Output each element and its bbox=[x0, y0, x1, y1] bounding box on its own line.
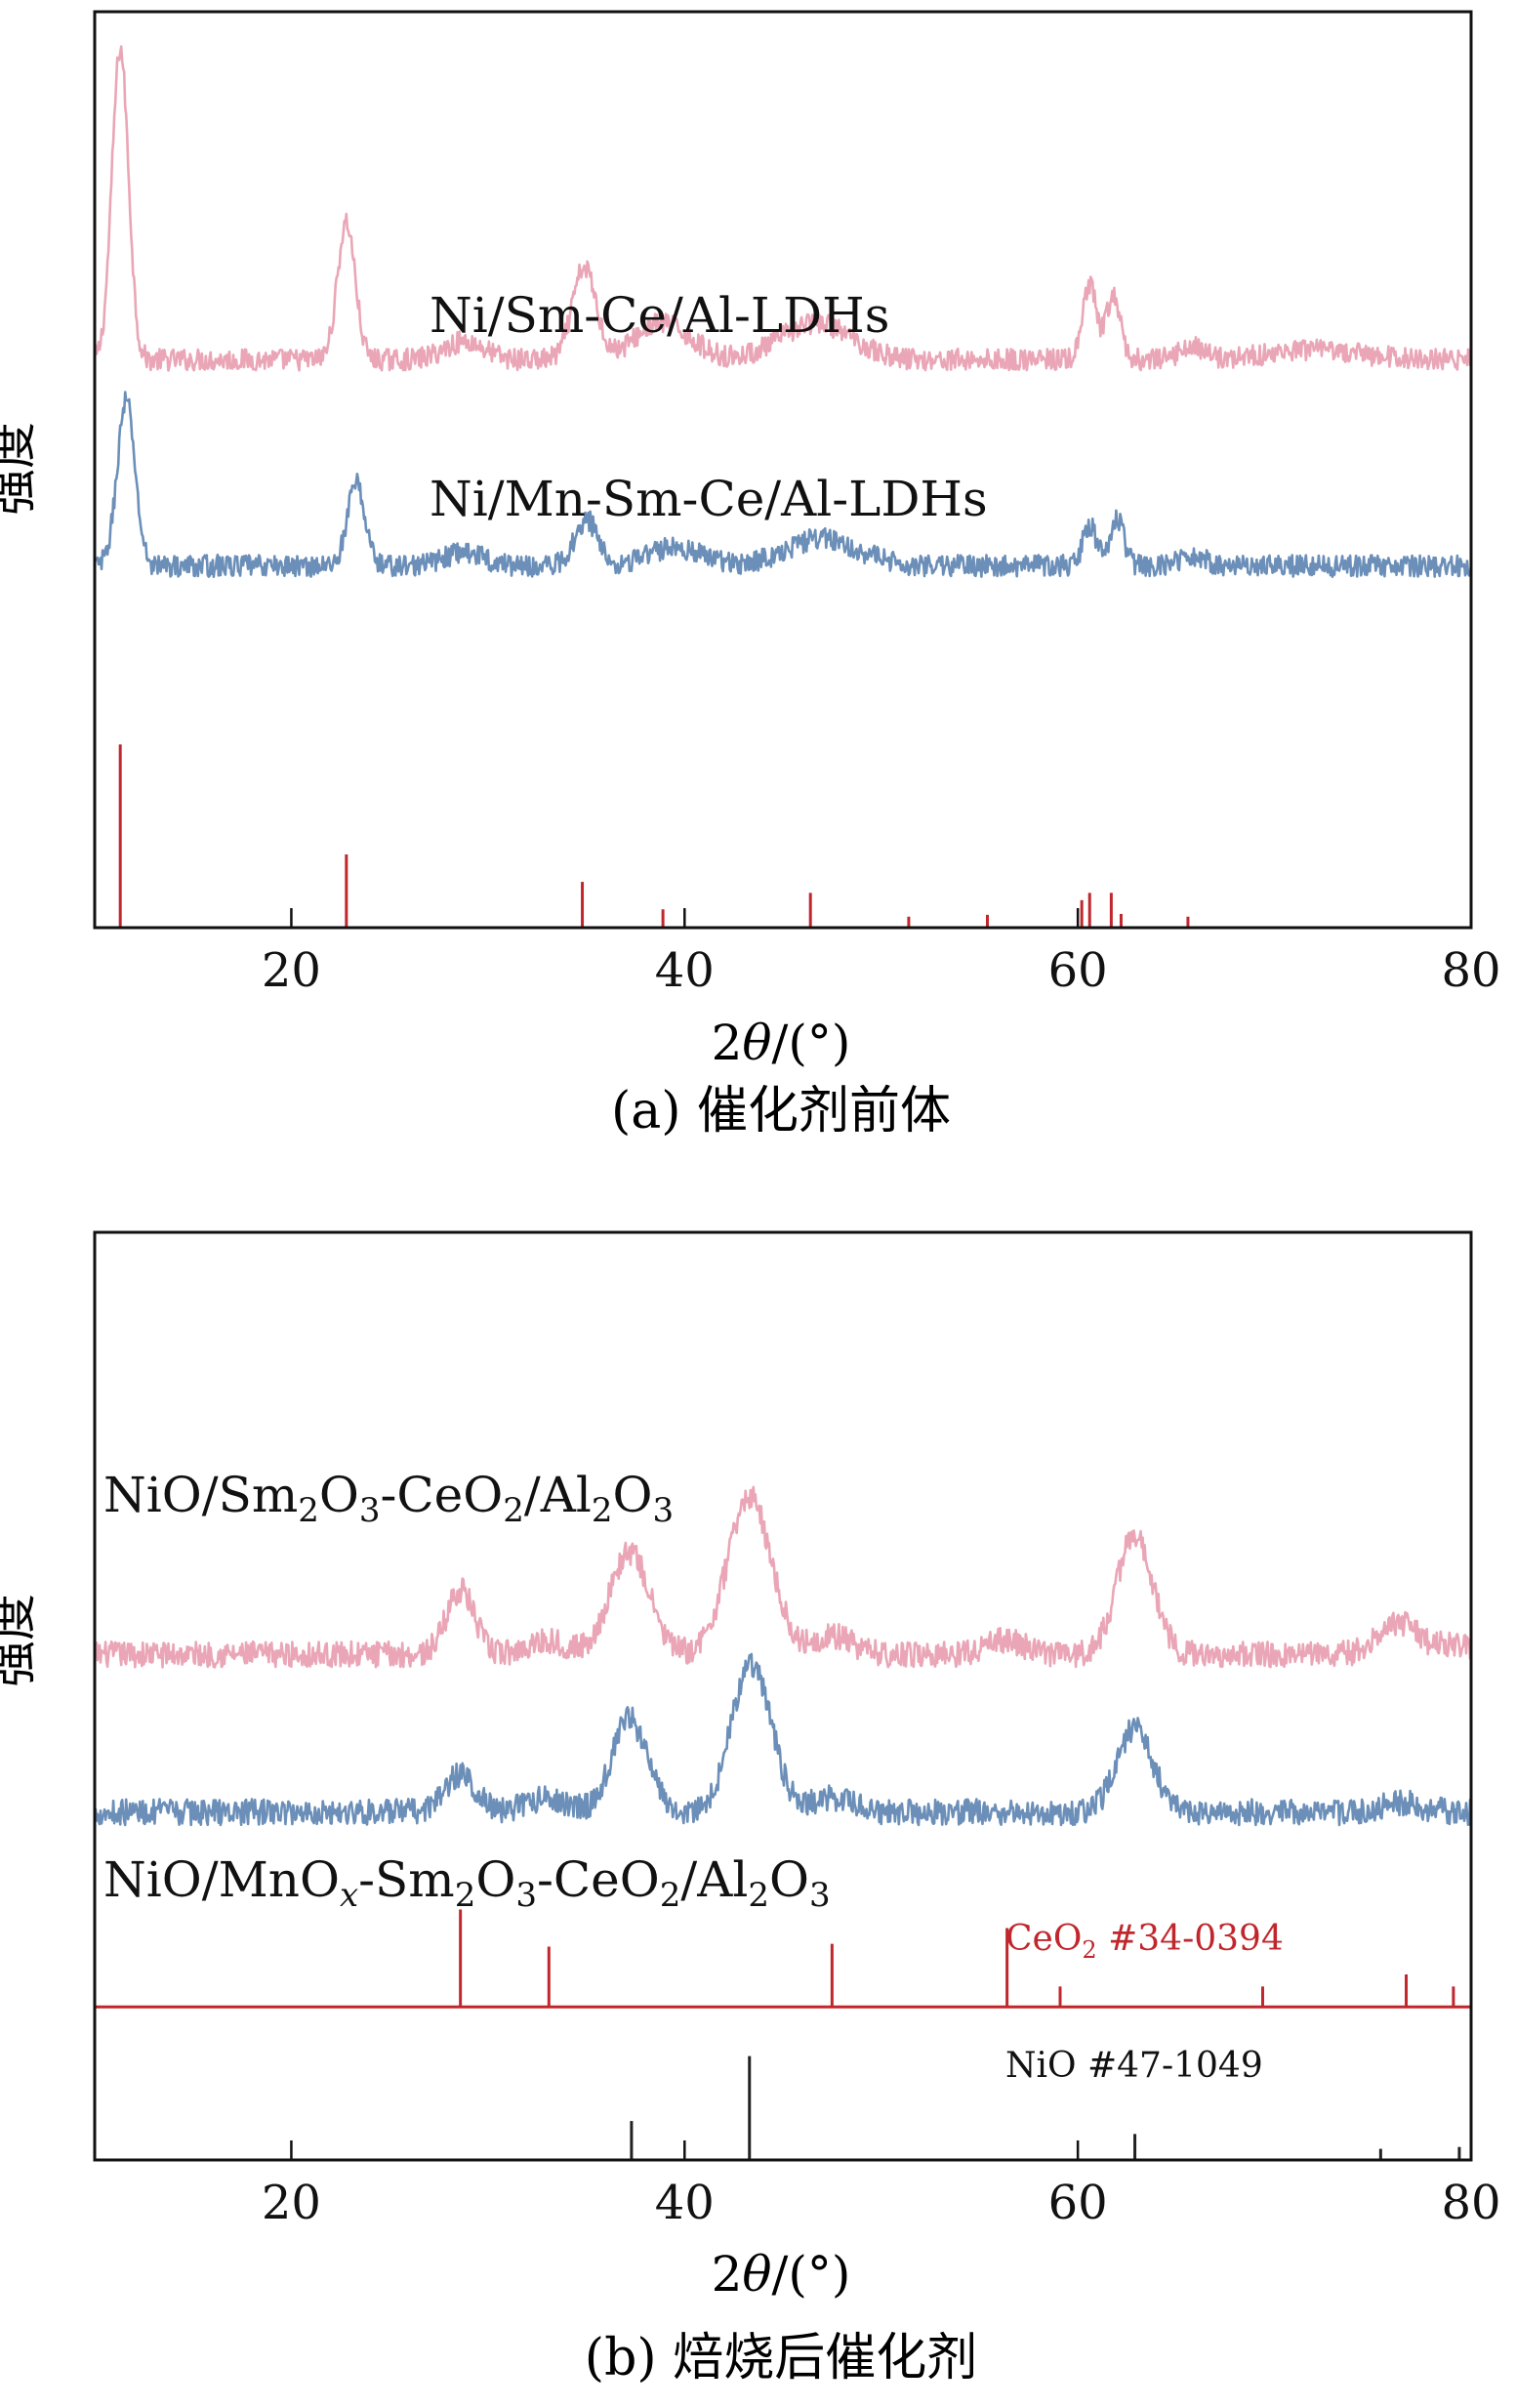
panel-b-xlabel: 2θ/(°) bbox=[712, 2246, 851, 2303]
panel-b-series-line-1 bbox=[93, 1485, 1473, 1669]
panel-a-caption: (a) 催化剂前体 bbox=[611, 1082, 951, 1141]
panel-b-ticks: 20 40 60 80 bbox=[262, 2140, 1501, 2230]
panel-a: 20 40 60 80 强度 Ni/Sm-Ce/Al-LDHs Ni/Mn-Sm-Ce… bbox=[0, 10, 1501, 1141]
panel-b-caption: (b) 焙烧后催化剂 bbox=[585, 2329, 977, 2387]
panel-b-xtick-label: 60 bbox=[1048, 2176, 1108, 2230]
panel-a-ticks: 20 40 60 80 bbox=[262, 908, 1501, 998]
panel-b-xtick-label: 80 bbox=[1441, 2176, 1500, 2230]
panel-b-xtick-label: 20 bbox=[262, 2176, 321, 2230]
panel-b: 20 40 60 80 强度 NiO/Sm2O3-CeO2/Al2O3 NiO/MnO… bbox=[0, 1230, 1501, 2387]
panel-a-series-line-2 bbox=[93, 391, 1473, 578]
panel-a-xlabel: 2θ/(°) bbox=[712, 1015, 851, 1071]
panel-a-xtick-label: 80 bbox=[1441, 943, 1500, 998]
panel-b-ref-label-ceo2: CeO2 #34-0394 bbox=[1005, 1919, 1284, 1964]
panel-a-series-layer bbox=[93, 45, 1473, 578]
panel-a-series-label-1: Ni/Sm-Ce/Al-LDHs bbox=[430, 287, 889, 344]
panel-b-ylabel: 强度 bbox=[0, 1594, 41, 1687]
panel-a-reference-layer bbox=[118, 744, 1190, 928]
panel-b-ref-label-nio: NiO #47-1049 bbox=[1005, 2046, 1263, 2086]
panel-a-series-line-1 bbox=[93, 45, 1473, 372]
panel-a-series-label-2: Ni/Mn-Sm-Ce/Al-LDHs bbox=[430, 471, 988, 527]
panel-b-series-label-2: NiO/MnOx-Sm2O3-CeO2/Al2O3 bbox=[103, 1851, 831, 1915]
panel-b-series-label-1: NiO/Sm2O3-CeO2/Al2O3 bbox=[103, 1467, 674, 1530]
panel-b-reference-layer bbox=[95, 1909, 1471, 2160]
panel-a-frame bbox=[93, 10, 1473, 930]
panel-b-xtick-label: 40 bbox=[655, 2176, 715, 2230]
panel-a-xtick-label: 60 bbox=[1048, 943, 1108, 998]
panel-b-frame bbox=[93, 1230, 1473, 2162]
panel-a-xtick-label: 20 bbox=[262, 943, 321, 998]
panel-b-series-layer bbox=[93, 1485, 1473, 1827]
panel-a-ylabel: 强度 bbox=[0, 422, 41, 516]
panel-a-xtick-label: 40 bbox=[655, 943, 715, 998]
panel-b-series-line-2 bbox=[93, 1652, 1473, 1827]
